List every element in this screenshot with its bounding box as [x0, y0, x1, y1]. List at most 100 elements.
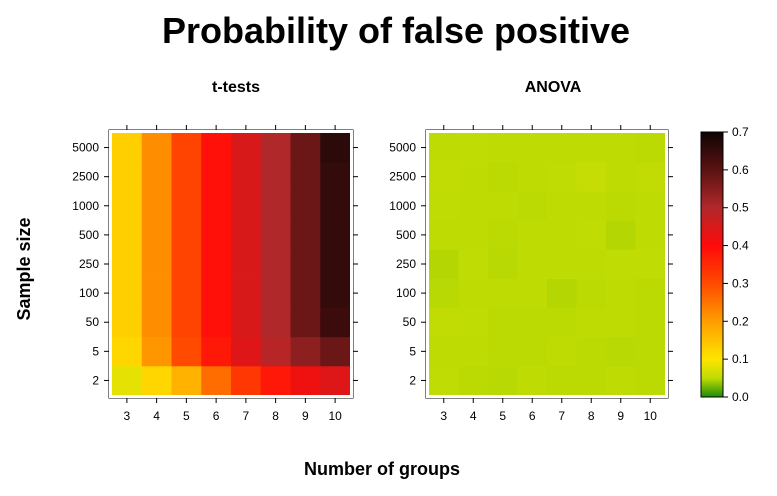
colorbar-tick-label-0.5: 0.5: [732, 201, 749, 215]
heatmap-cell-t-tests-n500-g10: [320, 220, 351, 250]
y-tick-label-t-tests-500: 500: [79, 228, 99, 242]
heatmap-cell-anova-n50-g9: [606, 307, 636, 338]
heatmap-cell-anova-n2-g5: [488, 365, 518, 396]
heatmap-cell-anova-n1000-g6: [517, 191, 548, 221]
y-axis-label: Sample size: [14, 217, 34, 320]
panel-inner-border-t-tests: [109, 130, 353, 398]
heatmap-cell-t-tests-n2-g7: [231, 365, 262, 396]
heatmap-cell-t-tests-n500-g5: [171, 220, 202, 250]
heatmap-cell-anova-n2500-g3: [429, 162, 459, 192]
y-tick-label-t-tests-5000: 5000: [72, 141, 99, 155]
heatmap-cell-t-tests-n2-g4: [141, 365, 172, 396]
heatmap-cell-t-tests-n100-g8: [260, 278, 291, 309]
heatmap-cell-anova-n5000-g5: [488, 133, 518, 163]
heatmap-cell-t-tests-n2-g3: [112, 365, 143, 396]
heatmap-cell-t-tests-n50-g10: [320, 307, 351, 338]
x-tick-label-t-tests-6: 6: [213, 409, 220, 423]
heatmap-cell-anova-n1000-g10: [635, 191, 666, 221]
heatmap-cell-t-tests-n2-g9: [290, 365, 321, 396]
heatmap-cell-anova-n100-g5: [488, 278, 518, 309]
heatmap-cell-anova-n50-g5: [488, 307, 518, 338]
heatmap-cell-anova-n250-g8: [576, 249, 607, 279]
heatmap-cell-t-tests-n500-g3: [112, 220, 143, 250]
heatmap-cell-anova-n500-g5: [488, 220, 518, 250]
y-tick-label-anova-100: 100: [396, 286, 416, 300]
heatmap-cell-anova-n500-g6: [517, 220, 548, 250]
heatmap-cell-t-tests-n2500-g4: [141, 162, 172, 192]
heatmap-cell-t-tests-n5000-g5: [171, 133, 202, 163]
y-tick-label-anova-250: 250: [396, 257, 416, 271]
heatmap-cell-anova-n50-g6: [517, 307, 548, 338]
colorbar-tick-label-0.2: 0.2: [732, 314, 749, 328]
x-tick-label-t-tests-8: 8: [272, 409, 279, 423]
heatmap-cell-t-tests-n100-g10: [320, 278, 351, 309]
heatmap-cell-t-tests-n50-g6: [201, 307, 232, 338]
heatmap-cell-anova-n2-g8: [576, 365, 607, 396]
x-tick-label-anova-8: 8: [588, 409, 595, 423]
heatmap-cell-t-tests-n2500-g9: [290, 162, 321, 192]
heatmap-cell-anova-n2500-g6: [517, 162, 548, 192]
heatmap-cell-anova-n5000-g3: [429, 133, 459, 163]
heatmap-cell-t-tests-n250-g9: [290, 249, 321, 279]
heatmap-cell-anova-n50-g7: [547, 307, 577, 338]
heatmap-cell-t-tests-n500-g8: [260, 220, 291, 250]
heatmap-cell-anova-n5-g7: [547, 336, 577, 367]
heatmap-cell-t-tests-n50-g7: [231, 307, 262, 338]
heatmap-cell-t-tests-n1000-g4: [141, 191, 172, 221]
heatmap-cell-t-tests-n2500-g8: [260, 162, 291, 192]
heatmap-cell-anova-n5000-g8: [576, 133, 607, 163]
heatmap-cell-anova-n5-g9: [606, 336, 636, 367]
heatmap-cell-t-tests-n5-g7: [231, 336, 262, 367]
x-tick-label-anova-3: 3: [440, 409, 447, 423]
colorbar-gradient: [700, 131, 724, 398]
heatmap-cell-t-tests-n50-g3: [112, 307, 143, 338]
heatmap-cell-t-tests-n1000-g9: [290, 191, 321, 221]
heatmap-cell-anova-n2500-g5: [488, 162, 518, 192]
panel-anova: ANOVA 3 4 5 6 7 8 9 10 2 5 50 100 250 500 1000 2500 5000: [389, 79, 673, 423]
y-tick-label-anova-5: 5: [409, 344, 416, 358]
colorbar-tick-label-0.1: 0.1: [732, 352, 749, 366]
heatmap-cell-anova-n5000-g9: [606, 133, 636, 163]
heatmap-cell-anova-n2500-g4: [458, 162, 489, 192]
heatmap-cell-anova-n5-g3: [429, 336, 459, 367]
heatmap-cell-anova-n1000-g8: [576, 191, 607, 221]
heatmap-cell-anova-n100-g6: [517, 278, 548, 309]
heatmap-cell-t-tests-n250-g8: [260, 249, 291, 279]
heatmap-cell-t-tests-n2-g5: [171, 365, 202, 396]
x-axis-label: Number of groups: [304, 459, 460, 479]
heatmap-cell-t-tests-n250-g10: [320, 249, 351, 279]
heatmap-cell-t-tests-n500-g9: [290, 220, 321, 250]
heatmap-cell-t-tests-n5000-g8: [260, 133, 291, 163]
x-tick-label-anova-6: 6: [529, 409, 536, 423]
heatmap-cell-anova-n5000-g10: [635, 133, 666, 163]
heatmap-cell-t-tests-n2500-g3: [112, 162, 143, 192]
chart-title: Probability of false positive: [162, 10, 630, 51]
panel-title-anova: ANOVA: [525, 79, 582, 96]
heatmap-cell-t-tests-n5-g10: [320, 336, 351, 367]
heatmap-cell-anova-n5-g10: [635, 336, 666, 367]
heatmap-cell-anova-n500-g9: [606, 220, 636, 250]
colorbar-tick-label-0.0: 0.0: [732, 390, 749, 404]
heatmap-cell-t-tests-n5-g8: [260, 336, 291, 367]
heatmap-cell-anova-n2-g6: [517, 365, 548, 396]
heatmap-cell-anova-n100-g7: [547, 278, 577, 309]
heatmap-cell-anova-n5-g6: [517, 336, 548, 367]
panel-title-t-tests: t-tests: [212, 79, 260, 96]
y-tick-label-t-tests-250: 250: [79, 257, 99, 271]
heatmap-cell-t-tests-n2500-g7: [231, 162, 262, 192]
y-tick-label-anova-500: 500: [396, 228, 416, 242]
x-tick-label-t-tests-3: 3: [124, 409, 131, 423]
heatmap-cell-anova-n2500-g9: [606, 162, 636, 192]
heatmap-cell-anova-n2-g9: [606, 365, 636, 396]
heatmap-cell-t-tests-n100-g6: [201, 278, 232, 309]
heatmap-cell-t-tests-n2500-g6: [201, 162, 232, 192]
heatmap-cell-t-tests-n500-g4: [141, 220, 172, 250]
heatmap-cell-anova-n50-g4: [458, 307, 489, 338]
colorbar-tick-label-0.7: 0.7: [732, 125, 749, 139]
heatmap-cell-anova-n5000-g6: [517, 133, 548, 163]
heatmap-cell-anova-n2-g7: [547, 365, 577, 396]
heatmap-cell-t-tests-n2-g8: [260, 365, 291, 396]
heatmap-cell-anova-n500-g3: [429, 220, 459, 250]
heatmap-cell-t-tests-n100-g4: [141, 278, 172, 309]
